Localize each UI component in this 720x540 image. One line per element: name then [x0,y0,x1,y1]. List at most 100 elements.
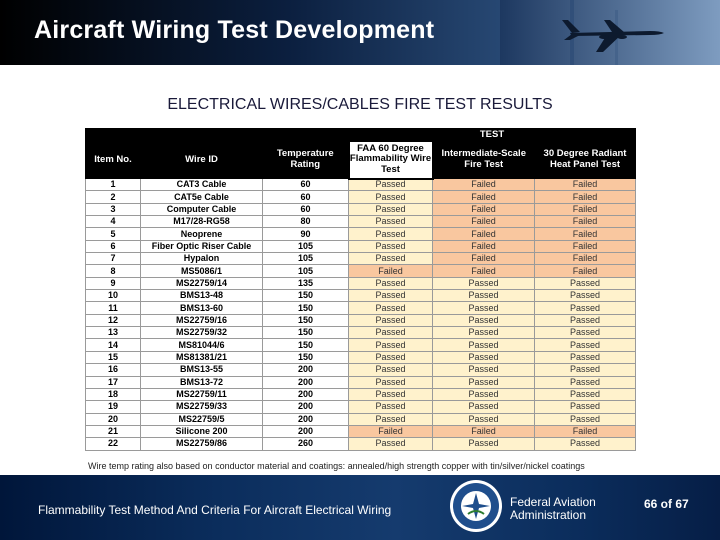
cell-item-no: 16 [85,363,141,377]
cell-radiant-result: Passed [534,276,636,291]
col-header-intermediate-test: Intermediate-Scale Fire Test [432,140,535,179]
cell-faa-result: Passed [348,227,433,241]
table-row: 5 Neoprene 90 Passed Failed Failed [85,227,636,241]
cell-item-no: 22 [85,437,141,451]
cell-faa-result: Passed [348,350,433,365]
table-row: 12 MS22759/16 150 Passed Passed Passed [85,313,636,328]
cell-intermediate-result: Passed [432,363,535,377]
cell-item-no: 2 [85,190,141,204]
cell-radiant-result: Passed [534,326,636,340]
cell-wire-id: BMS13-48 [140,289,263,303]
slide-title: Aircraft Wiring Test Development [34,16,435,44]
slide-header: Aircraft Wiring Test Development [0,0,720,65]
cell-temperature: 105 [262,264,349,278]
cell-intermediate-result: Passed [432,301,535,315]
cell-radiant-result: Failed [534,252,636,266]
cell-wire-id: CAT5e Cable [140,190,263,204]
cell-intermediate-result: Passed [432,338,535,352]
cell-intermediate-result: Passed [432,326,535,340]
cell-temperature: 150 [262,289,349,303]
cell-item-no: 11 [85,301,141,315]
cell-item-no: 5 [85,227,141,241]
table-row: 3 Computer Cable 60 Passed Failed Failed [85,202,636,217]
cell-temperature: 150 [262,301,349,315]
cell-faa-result: Passed [348,289,433,303]
cell-temperature: 200 [262,412,349,426]
cell-intermediate-result: Passed [432,276,535,291]
cell-intermediate-result: Passed [432,400,535,414]
cell-faa-result: Passed [348,375,433,389]
cell-item-no: 21 [85,424,141,439]
cell-temperature: 150 [262,350,349,365]
table-row: 8 MS5086/1 105 Failed Failed Failed [85,264,636,278]
col-header-radiant-test: 30 Degree Radiant Heat Panel Test [534,140,636,179]
cell-radiant-result: Passed [534,400,636,414]
cell-item-no: 20 [85,412,141,426]
presentation-title: Flammability Test Method And Criteria Fo… [38,503,392,517]
header-spacer [85,128,349,141]
cell-item-no: 6 [85,239,141,254]
cell-wire-id: Neoprene [140,227,263,241]
cell-intermediate-result: Failed [432,177,535,192]
table-title: ELECTRICAL WIRES/CABLES FIRE TEST RESULT… [167,96,553,113]
cell-item-no: 7 [85,252,141,266]
cell-faa-result: Passed [348,190,433,204]
cell-item-no: 13 [85,326,141,340]
cell-item-no: 4 [85,215,141,229]
cell-temperature: 200 [262,400,349,414]
cell-radiant-result: Passed [534,437,636,451]
table-row: 13 MS22759/32 150 Passed Passed Passed [85,326,636,340]
col-header-temperature: Temperature Rating [262,140,349,179]
cell-faa-result: Passed [348,313,433,328]
cell-wire-id: MS5086/1 [140,264,263,278]
cell-intermediate-result: Passed [432,375,535,389]
cell-intermediate-result: Passed [432,437,535,451]
table-row: 14 MS81044/6 150 Passed Passed Passed [85,338,636,352]
cell-faa-result: Failed [348,424,433,439]
table-row: 9 MS22759/14 135 Passed Passed Passed [85,276,636,291]
table-row: 7 Hypalon 105 Passed Failed Failed [85,252,636,266]
cell-radiant-result: Passed [534,375,636,389]
cell-temperature: 90 [262,227,349,241]
cell-temperature: 260 [262,437,349,451]
cell-faa-result: Failed [348,264,433,278]
cell-intermediate-result: Passed [432,387,535,402]
cell-temperature: 200 [262,424,349,439]
cell-temperature: 200 [262,387,349,402]
cell-radiant-result: Passed [534,350,636,365]
slide-footer: Flammability Test Method And Criteria Fo… [0,475,720,540]
cell-temperature: 150 [262,326,349,340]
cell-radiant-result: Failed [534,239,636,254]
cell-item-no: 9 [85,276,141,291]
cell-wire-id: BMS13-60 [140,301,263,315]
table-row: 6 Fiber Optic Riser Cable 105 Passed Failed F… [85,239,636,254]
cell-wire-id: BMS13-72 [140,375,263,389]
airplane-photo [500,0,720,65]
cell-radiant-result: Passed [534,387,636,402]
cell-temperature: 105 [262,252,349,266]
cell-radiant-result: Failed [534,190,636,204]
cell-radiant-result: Passed [534,338,636,352]
cell-wire-id: MS81381/21 [140,350,263,365]
cell-temperature: 60 [262,177,349,192]
table-row: 15 MS81381/21 150 Passed Passed Passed [85,350,636,365]
cell-item-no: 15 [85,350,141,365]
table-row: 2 CAT5e Cable 60 Passed Failed Failed [85,190,636,204]
cell-faa-result: Passed [348,301,433,315]
agency-line-2: Administration [510,507,587,522]
cell-intermediate-result: Failed [432,239,535,254]
cell-item-no: 19 [85,400,141,414]
col-header-item: Item No. [85,140,141,179]
cell-faa-result: Passed [348,239,433,254]
cell-intermediate-result: Passed [432,289,535,303]
cell-intermediate-result: Failed [432,264,535,278]
cell-wire-id: M17/28-RG58 [140,215,263,229]
cell-item-no: 12 [85,313,141,328]
cell-temperature: 150 [262,313,349,328]
cell-faa-result: Passed [348,326,433,340]
cell-radiant-result: Failed [534,227,636,241]
col-header-wire-id: Wire ID [140,140,263,179]
cell-wire-id: Fiber Optic Riser Cable [140,239,263,254]
cell-item-no: 8 [85,264,141,278]
cell-faa-result: Passed [348,400,433,414]
